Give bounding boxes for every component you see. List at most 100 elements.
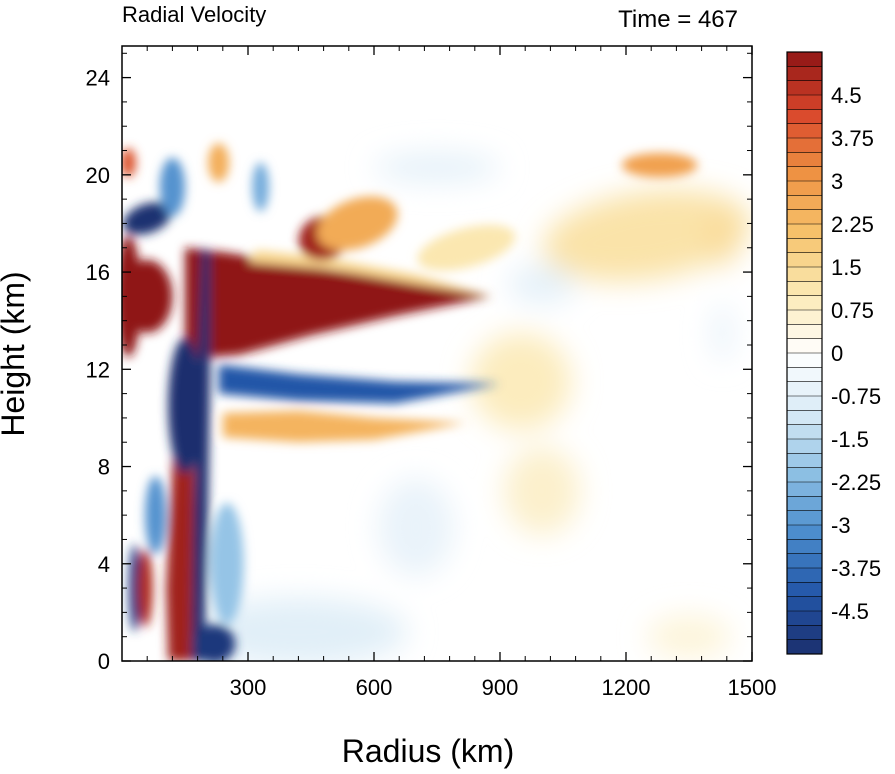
y-tick-label: 20: [86, 163, 110, 188]
lower-inflow-streak: [210, 502, 244, 625]
colorbar-swatch: [787, 138, 822, 153]
inflow-layer: [218, 364, 500, 404]
colorbar: [787, 52, 822, 655]
outflow-far: [542, 189, 752, 282]
colorbar-swatch: [787, 109, 822, 125]
colorbar-swatch: [787, 95, 822, 110]
upper-outflow-fringe: [417, 224, 516, 271]
colorbar-swatch: [787, 324, 822, 340]
y-tick-label: 16: [86, 260, 110, 285]
colorbar-swatch: [787, 525, 822, 540]
field-fine-layer: [122, 143, 698, 661]
colorbar-swatch: [787, 396, 822, 411]
inner-inflow-mid: [145, 476, 167, 555]
y-tick-label: 8: [98, 455, 110, 480]
colorbar-swatch: [787, 310, 822, 325]
colorbar-swatch: [787, 582, 822, 598]
colorbar-swatch: [787, 181, 822, 196]
weak-inflow-edge: [712, 303, 734, 363]
upper-inflow-streak: [252, 162, 269, 212]
outflow-edge: [705, 206, 740, 265]
colorbar-label: 0.75: [831, 298, 874, 323]
colorbar-swatch: [787, 439, 822, 454]
colorbar-swatch: [787, 80, 822, 96]
colorbar-label: -4.5: [831, 599, 869, 624]
y-tick-label: 24: [86, 66, 110, 91]
colorbar-swatch: [787, 267, 822, 282]
colorbar-swatch: [787, 152, 822, 168]
x-tick-label: 900: [482, 675, 519, 700]
weak-outflow-bl: [647, 614, 731, 659]
colorbar-label: -0.75: [831, 384, 881, 409]
colorbar-swatch: [787, 166, 822, 182]
upper-inflow: [374, 152, 500, 183]
inner-inflow-upper: [159, 157, 185, 217]
x-tick-label: 1500: [728, 675, 777, 700]
colorbar-swatch: [787, 238, 822, 254]
x-axis: 300 600 900 1200 1500: [146, 46, 777, 700]
colorbar-swatch: [787, 553, 822, 569]
colorbar-swatch: [787, 496, 822, 512]
colorbar-label: -3: [831, 513, 851, 538]
colorbar-swatch: [787, 568, 822, 583]
colorbar-swatch: [787, 195, 822, 211]
colorbar-swatch: [787, 66, 822, 82]
x-tick-label: 1200: [602, 675, 651, 700]
colorbar-label: -3.75: [831, 556, 881, 581]
outflow-jet: [185, 247, 492, 360]
colorbar-label: 0: [831, 341, 843, 366]
inner-inflow-top: [123, 202, 172, 235]
eyewall-inflow: [191, 247, 211, 661]
colorbar-swatch: [787, 252, 822, 268]
weak-outflow: [470, 332, 572, 431]
inner-outflow-upper: [208, 143, 230, 183]
field-broad-layer: [189, 152, 752, 661]
colorbar-labels: 4.5 3.75 3 2.25 1.5 0.75 0 -0.75 -1.5 -2.25 -3 -3.7…: [831, 83, 881, 624]
boundary-inflow: [189, 597, 408, 661]
colorbar-label: 3.75: [831, 126, 874, 151]
inner-outflow-top: [122, 148, 136, 178]
outflow-jet-rim: [248, 250, 492, 297]
colorbar-swatch: [787, 224, 822, 239]
x-tick-label: 600: [356, 675, 393, 700]
colorbar-swatch: [787, 209, 822, 225]
colorbar-label: -2.25: [831, 470, 881, 495]
core-inflow: [168, 337, 202, 474]
y-tick-label: 12: [86, 357, 110, 382]
colorbar-swatch: [787, 482, 822, 497]
plot-frame: [121, 45, 753, 662]
weak-outflow-low: [504, 447, 580, 535]
x-tick-label: 300: [230, 675, 267, 700]
colorbar-frame: [786, 51, 823, 655]
colorbar-swatch: [787, 639, 822, 655]
colorbar-swatch: [787, 353, 822, 368]
colorbar-swatch: [787, 367, 822, 383]
velocity-field: [122, 143, 752, 661]
chart-title-right: Time = 467: [618, 6, 738, 33]
y-axis: 0 4 8 12 16 20 24: [86, 52, 752, 674]
colorbar-swatch: [787, 453, 822, 469]
colorbar-label: 2.25: [831, 212, 874, 237]
colorbar-label: 4.5: [831, 83, 862, 108]
colorbar-swatch: [787, 381, 822, 397]
colorbar-swatch: [787, 539, 822, 555]
y-axis-label: Height (km): [0, 271, 31, 436]
weak-inflow-mid: [378, 478, 454, 576]
colorbar-swatch: [787, 295, 822, 311]
colorbar-swatch: [787, 424, 822, 440]
x-axis-label: Radius (km): [342, 733, 514, 769]
colorbar-swatch: [787, 281, 822, 297]
y-tick-label: 4: [98, 552, 110, 577]
colorbar-swatch: [787, 611, 822, 626]
colorbar-swatch: [787, 52, 822, 67]
colorbar-swatch: [787, 596, 822, 612]
colorbar-swatch: [787, 410, 822, 426]
colorbar-label: -1.5: [831, 427, 869, 452]
top-outflow: [621, 152, 698, 178]
colorbar-swatch: [787, 338, 822, 354]
colorbar-swatch: [787, 467, 822, 483]
inner-inflow-low: [128, 544, 141, 632]
chart-title-left: Radial Velocity: [122, 2, 266, 27]
surface-inflow: [193, 624, 236, 661]
